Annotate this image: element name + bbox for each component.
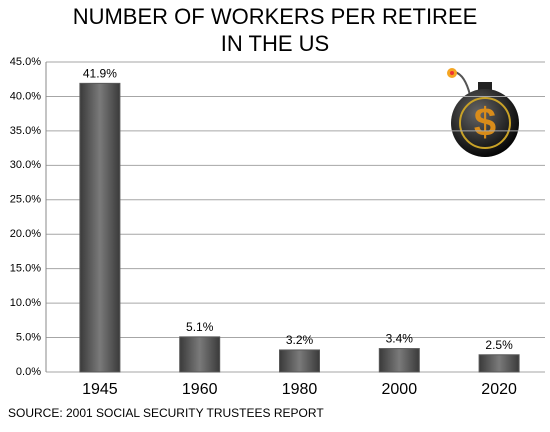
bar — [79, 82, 121, 373]
source-note: SOURCE: 2001 SOCIAL SECURITY TRUSTEES RE… — [8, 406, 324, 420]
value-label: 41.9% — [83, 67, 117, 81]
svg-text:$: $ — [474, 101, 496, 145]
y-tick-label: 15.0% — [10, 263, 41, 275]
y-tick-label: 10.0% — [10, 297, 41, 309]
bomb-icon: $ — [447, 68, 519, 157]
x-tick-label: 1945 — [82, 381, 118, 398]
y-tick-label: 5.0% — [16, 331, 41, 343]
x-tick-label: 2020 — [481, 381, 517, 398]
y-tick-label: 30.0% — [10, 159, 41, 171]
value-label: 5.1% — [186, 320, 214, 334]
bar — [378, 348, 420, 373]
value-label: 2.5% — [485, 338, 513, 352]
chart-title: IN THE US — [221, 31, 329, 56]
value-label: 3.4% — [386, 332, 414, 346]
y-tick-label: 0.0% — [16, 366, 41, 378]
bar — [478, 354, 520, 373]
x-tick-label: 1960 — [182, 381, 218, 398]
chart-title: NUMBER OF WORKERS PER RETIREE — [73, 4, 478, 29]
y-tick-label: 35.0% — [10, 125, 41, 137]
value-label: 3.2% — [286, 333, 314, 347]
y-tick-label: 40.0% — [10, 90, 41, 102]
y-tick-label: 20.0% — [10, 228, 41, 240]
x-tick-label: 2000 — [382, 381, 418, 398]
bar — [279, 349, 320, 373]
y-tick-label: 45.0% — [10, 56, 41, 68]
x-tick-label: 1980 — [282, 381, 318, 398]
y-tick-label: 25.0% — [10, 194, 41, 206]
bar — [179, 336, 221, 373]
